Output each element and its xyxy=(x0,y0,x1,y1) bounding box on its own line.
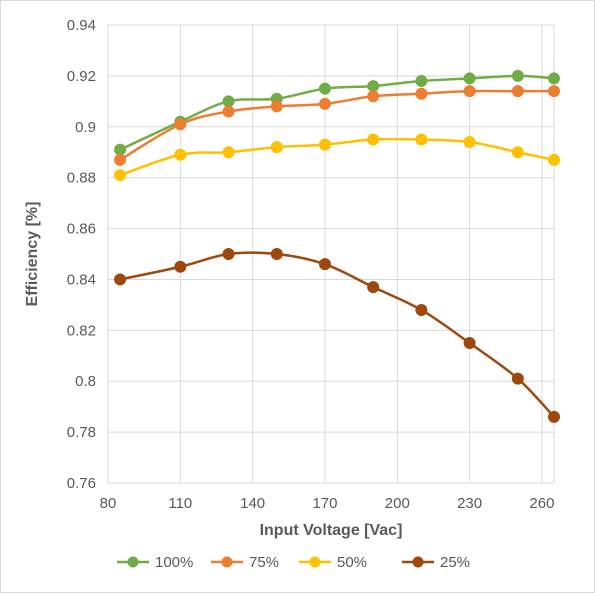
x-tick-label: 80 xyxy=(100,495,117,512)
data-point xyxy=(114,143,127,156)
series-50pct xyxy=(114,133,560,182)
legend-swatch-marker xyxy=(412,556,424,568)
data-point xyxy=(222,105,235,118)
series-75pct xyxy=(114,85,560,166)
legend-label: 100% xyxy=(155,554,193,571)
data-point xyxy=(174,148,187,161)
x-axis-title: Input Voltage [Vac] xyxy=(260,522,403,539)
x-tick-label: 140 xyxy=(240,495,265,512)
x-tick-label: 200 xyxy=(385,495,410,512)
data-point xyxy=(114,169,127,182)
data-point xyxy=(548,72,560,85)
legend-label: 75% xyxy=(249,554,279,571)
data-point xyxy=(318,82,331,95)
data-point xyxy=(415,303,428,316)
series-line xyxy=(119,89,554,161)
y-tick-label: 0.88 xyxy=(67,170,96,187)
data-point xyxy=(548,410,560,423)
y-tick-label: 0.82 xyxy=(67,322,96,339)
data-point xyxy=(222,95,235,108)
y-tick-label: 0.8 xyxy=(75,373,96,390)
data-point xyxy=(367,80,380,93)
data-point xyxy=(318,138,331,151)
legend-entry: 100% xyxy=(117,554,193,571)
y-tick-label: 0.86 xyxy=(67,221,96,238)
data-point xyxy=(463,85,476,98)
y-tick-label: 0.76 xyxy=(67,475,96,492)
data-point xyxy=(415,87,428,100)
data-point xyxy=(114,153,127,166)
data-point xyxy=(318,258,331,271)
y-tick-label: 0.92 xyxy=(67,68,96,85)
data-point xyxy=(511,372,524,385)
series-25pct xyxy=(114,248,560,423)
y-tick-label: 0.94 xyxy=(67,17,96,34)
legend-swatch-marker xyxy=(221,556,233,568)
x-axis-ticks: 80 110 140 170 200 230 260 xyxy=(100,495,555,512)
data-point xyxy=(270,141,283,154)
legend-swatch-marker xyxy=(127,556,139,568)
series-lines xyxy=(114,69,560,423)
data-point xyxy=(511,85,524,98)
series-line xyxy=(119,137,555,177)
y-axis-title: Efficiency [%] xyxy=(24,202,41,307)
data-point xyxy=(463,136,476,149)
data-point xyxy=(114,273,127,286)
data-point xyxy=(222,146,235,159)
data-point xyxy=(270,248,283,260)
legend-entry: 25% xyxy=(402,554,470,571)
data-point xyxy=(174,260,187,273)
data-point xyxy=(415,74,428,87)
legend-label: 25% xyxy=(440,554,470,571)
x-tick-label: 170 xyxy=(312,495,337,512)
data-point xyxy=(548,153,560,166)
y-tick-label: 0.78 xyxy=(67,424,96,441)
data-point xyxy=(511,69,524,82)
legend-swatch-marker xyxy=(309,556,321,568)
data-point xyxy=(222,248,235,260)
data-point xyxy=(463,337,476,350)
legend-entry: 75% xyxy=(211,554,279,571)
data-point xyxy=(463,72,476,85)
x-tick-label: 260 xyxy=(529,495,554,512)
legend: 100% 75% 50% 25% xyxy=(117,554,470,571)
data-point xyxy=(174,118,187,131)
y-tick-label: 0.9 xyxy=(75,119,96,136)
y-tick-label: 0.84 xyxy=(67,271,96,288)
data-point xyxy=(367,281,380,294)
data-point xyxy=(318,97,331,110)
legend-label: 50% xyxy=(337,554,367,571)
data-point xyxy=(511,146,524,159)
legend-entry: 50% xyxy=(299,554,367,571)
series-line xyxy=(119,74,555,151)
data-point xyxy=(415,133,428,146)
y-axis-ticks: 0.76 0.78 0.8 0.82 0.84 0.86 0.88 0.9 0.92 0.94 xyxy=(67,17,96,492)
x-tick-label: 230 xyxy=(457,495,482,512)
data-point xyxy=(367,133,380,146)
data-point xyxy=(548,85,560,98)
x-tick-label: 110 xyxy=(168,495,192,512)
data-point xyxy=(270,100,283,113)
series-line xyxy=(119,251,555,418)
data-point xyxy=(367,90,380,103)
grid xyxy=(107,24,555,484)
